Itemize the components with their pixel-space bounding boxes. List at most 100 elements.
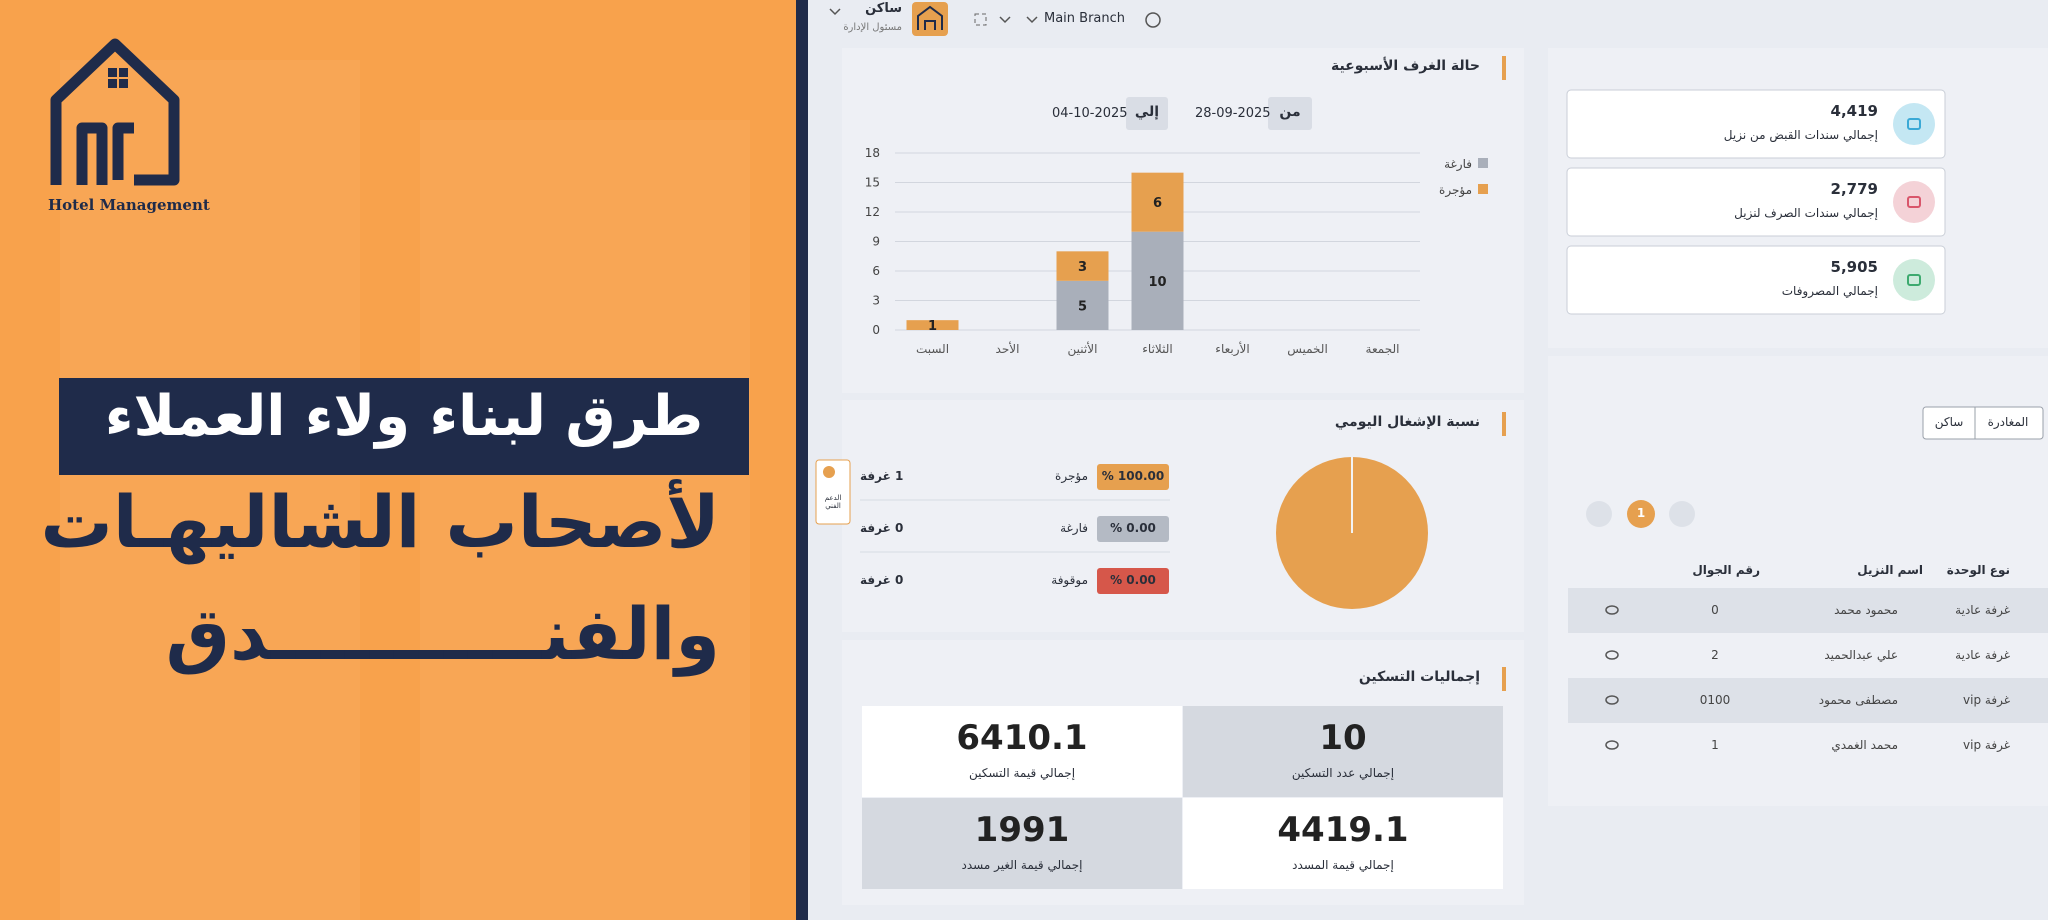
support-icon [823,466,835,478]
panel-title: إجماليات التسكين [1358,669,1480,685]
table-header: اسم النزيل [1857,563,1923,577]
table-cell: 1 [1711,738,1719,752]
total-label: إجمالي قيمة الغير مسدد [961,858,1083,872]
y-tick-label: 12 [865,205,880,219]
button[interactable] [1268,97,1312,130]
stat-card [1566,245,1946,315]
card-icon-glyph [1907,196,1921,208]
card-value: 5,905 [1830,258,1878,276]
y-tick-label: 6 [872,264,880,278]
chevron [1026,16,1038,24]
card-icon-glyph [1907,274,1921,286]
legend-label: فارغة [1444,157,1472,172]
y-tick-label: 9 [872,235,880,249]
table-cell: محمود محمد [1834,603,1898,617]
legend-label: مؤجرة [1439,183,1472,198]
headline: طرق لبناء ولاء العملاء [104,384,704,449]
user-name: ساكن [865,1,902,16]
table-cell: غرفة عادية [1955,648,2010,662]
view-icon [1605,740,1619,750]
date: 28-09-2025 [1195,106,1271,121]
support-tab[interactable] [815,459,851,525]
percent-label: % 100.00 [1101,469,1165,483]
total-cell [1183,798,1503,889]
x-tick-label: السبت [916,342,949,356]
data-label: 6 [1153,196,1162,211]
bar-segment [1131,231,1184,330]
card-icon [1893,181,1935,223]
data-label: 10 [1148,275,1166,290]
y-tick-label: 15 [865,176,880,190]
logo-window [108,68,128,88]
x-tick-label: الأحد [996,341,1020,356]
total-value: 4419.1 [1277,810,1409,850]
total-label: إجمالي قيمة التسكين [968,766,1076,780]
headline-box [59,378,749,475]
button-label: من [1279,104,1301,120]
banner-texture [60,60,360,920]
button[interactable] [1126,97,1168,130]
percent-box [1097,464,1169,490]
view-icon [1605,695,1619,705]
chevron [829,8,841,16]
table-cell: محمد الغمدي [1831,738,1898,752]
total-value: 1991 [974,810,1070,850]
table-row [1568,723,2048,768]
card-label: إجمالي سندات الصرف لنزيل [1734,206,1878,220]
x-tick-label: الأربعاء [1215,341,1249,357]
data-label: 5 [1078,299,1087,314]
bar-segment [906,320,959,330]
data-label: 3 [1078,260,1087,275]
page-current[interactable] [1627,500,1655,528]
percent-label: % 0.00 [1110,521,1156,535]
card-value: 4,419 [1830,102,1878,120]
table-cell: علي عبدالحميد [1824,648,1898,662]
bar-segment [1056,251,1109,281]
subline: والفنـــــــــــدق [165,592,720,676]
card-icon [1893,103,1935,145]
bar-segment [1131,172,1184,232]
total-label: إجمالي عدد التسكين [1291,766,1395,780]
chevron [999,16,1011,24]
title-accent [1502,56,1506,80]
tab: ساكن [1934,415,1964,429]
branch: Main Branch [1044,11,1126,26]
panel-title: حالة الغرف الأسبوعية [1330,58,1480,74]
page-prev[interactable] [1586,501,1612,527]
card-label: إجمالي المصروفات [1781,284,1878,298]
room-count: 0 غرفة [860,573,904,587]
title-accent [1502,667,1506,691]
table-header: رقم الجوال [1692,563,1760,577]
view-icon [1605,650,1619,660]
user-role: مسئول الإدارة [843,22,902,33]
total-cell [862,798,1182,889]
view-icon [1605,605,1619,615]
table-cell: 0100 [1699,693,1731,707]
table-row [1568,678,2048,723]
legend-swatch [1478,158,1488,168]
y-tick-label: 0 [872,323,880,337]
stat-card [1566,89,1946,159]
globe-icon [1145,12,1161,28]
tab: المغادرة [1987,415,2029,429]
table-cell: غرفة vip [1963,738,2010,752]
table-header: نوع الوحدة [1946,563,2010,577]
fullscreen-icon [974,13,987,26]
title-accent [1502,412,1506,436]
table-cell: غرفة vip [1963,693,2010,707]
table-cell: 0 [1711,603,1719,617]
y-tick-label: 3 [872,294,880,308]
table-cell: مصطفى محمود [1818,693,1898,707]
logo-text: Hotel Management [48,196,210,214]
x-tick-label: الأثنين [1068,341,1098,357]
status-label: موقوفة [1051,573,1088,587]
stat-card [1566,167,1946,237]
support-label: الدعم الفني [824,494,842,510]
bar-segment [1056,280,1109,330]
card-icon-glyph [1907,118,1921,130]
y-tick-label: 18 [865,146,880,160]
total-value: 10 [1319,718,1367,758]
status-label: فارغة [1060,521,1088,535]
page-next[interactable] [1669,501,1695,527]
